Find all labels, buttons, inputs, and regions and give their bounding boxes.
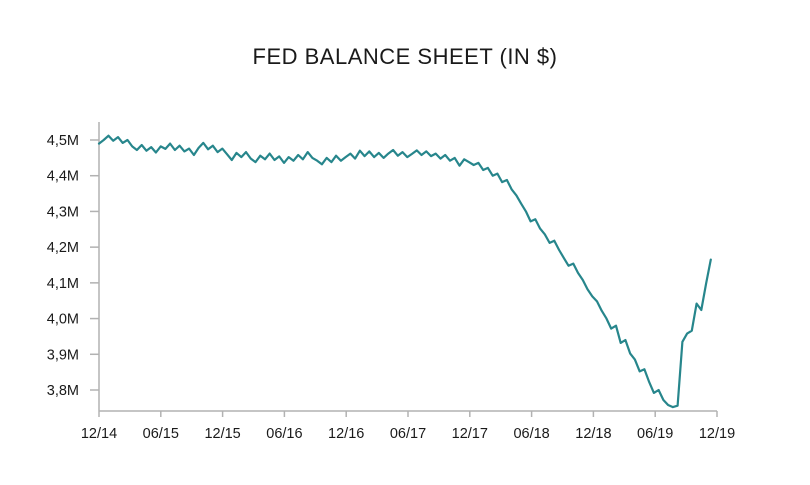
- x-tick-label: 06/15: [143, 426, 179, 442]
- x-tick-label: 12/18: [575, 426, 611, 442]
- x-tick-label: 06/19: [637, 426, 673, 442]
- y-tick-label: 3,8M: [47, 383, 79, 399]
- x-tick-label: 12/17: [452, 426, 488, 442]
- y-tick-label: 4,2M: [47, 240, 79, 256]
- y-tick-label: 4,4M: [47, 169, 79, 185]
- x-tick-label: 06/16: [266, 426, 302, 442]
- x-tick-label: 06/18: [513, 426, 549, 442]
- y-tick-label: 4,1M: [47, 276, 79, 292]
- x-tick-label: 12/15: [204, 426, 240, 442]
- x-tick-label: 12/19: [699, 426, 735, 442]
- y-tick-label: 4,0M: [47, 312, 79, 328]
- y-tick-label: 4,5M: [47, 133, 79, 149]
- x-tick-label: 12/14: [81, 426, 117, 442]
- y-tick-label: 3,9M: [47, 347, 79, 363]
- x-tick-label: 12/16: [328, 426, 364, 442]
- balance-sheet-line: [97, 134, 712, 409]
- x-tick-label: 06/17: [390, 426, 426, 442]
- chart-title: FED BALANCE SHEET (IN $): [252, 44, 558, 69]
- y-tick-label: 4,3M: [47, 204, 79, 220]
